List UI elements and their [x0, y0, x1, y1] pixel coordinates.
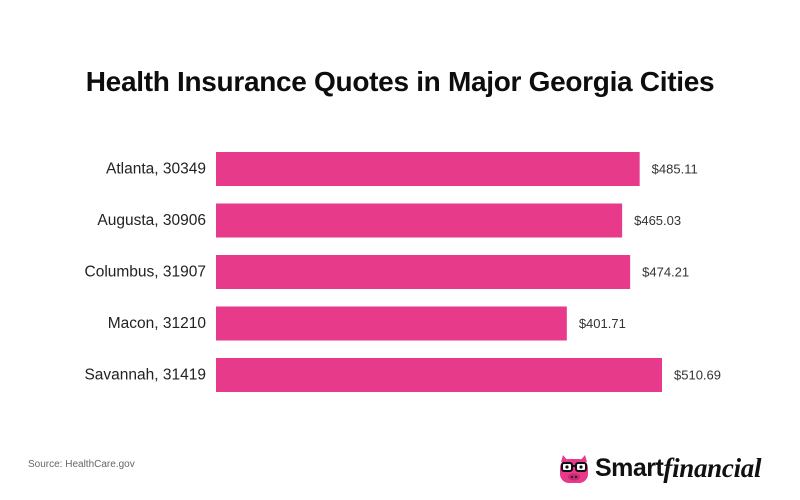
category-label: Savannah, 31419: [84, 367, 206, 384]
value-label: $485.11: [652, 162, 698, 177]
source-note: Source: HealthCare.gov: [28, 459, 135, 470]
value-label: $401.71: [579, 316, 626, 331]
smartfinancial-logo: Smart financial: [557, 448, 761, 488]
value-label: $510.69: [674, 368, 721, 383]
value-label: $465.03: [634, 213, 681, 228]
logo-text-smart: Smart: [595, 453, 664, 482]
category-label: Columbus, 31907: [85, 264, 207, 281]
logo-text-financial: financial: [663, 452, 762, 483]
bar: [216, 203, 623, 238]
category-label: Augusta, 30906: [97, 212, 206, 229]
value-labels: $485.11 $465.03 $474.21 $401.71 $510.69: [579, 162, 721, 383]
category-label: Macon, 31210: [108, 315, 207, 332]
bar: [216, 152, 640, 186]
chart-title: Health Insurance Quotes in Major Georgia…: [85, 66, 715, 97]
bars-layer: [216, 152, 662, 392]
bar: [216, 255, 631, 289]
bar: [216, 306, 567, 341]
pig-with-glasses-icon: [560, 455, 588, 483]
bar: [216, 358, 662, 392]
category-labels: Atlanta, 30349 Augusta, 30906 Columbus, 31…: [84, 161, 206, 384]
value-label: $474.21: [642, 265, 689, 280]
category-label: Atlanta, 30349: [106, 161, 206, 178]
